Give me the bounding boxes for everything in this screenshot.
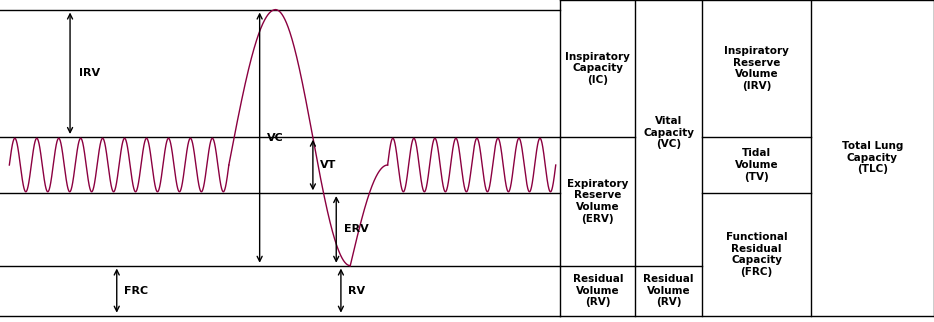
Text: Vital
Capacity
(VC): Vital Capacity (VC) [644,116,694,149]
Text: VC: VC [267,133,284,143]
Text: Functional
Residual
Capacity
(FRC): Functional Residual Capacity (FRC) [726,232,787,277]
Text: VT: VT [320,160,337,170]
Text: Inspiratory
Reserve
Volume
(IRV): Inspiratory Reserve Volume (IRV) [724,46,789,91]
Text: ERV: ERV [344,224,368,234]
Text: Expiratory
Reserve
Volume
(ERV): Expiratory Reserve Volume (ERV) [567,179,629,224]
Text: Inspiratory
Capacity
(IC): Inspiratory Capacity (IC) [565,52,630,85]
Text: FRC: FRC [124,286,149,296]
Text: Total Lung
Capacity
(TLC): Total Lung Capacity (TLC) [842,141,903,175]
Text: Residual
Volume
(RV): Residual Volume (RV) [644,274,694,307]
Text: IRV: IRV [79,68,101,78]
Text: Tidal
Volume
(TV): Tidal Volume (TV) [735,148,778,182]
Text: Residual
Volume
(RV): Residual Volume (RV) [573,274,623,307]
Text: RV: RV [348,286,365,296]
